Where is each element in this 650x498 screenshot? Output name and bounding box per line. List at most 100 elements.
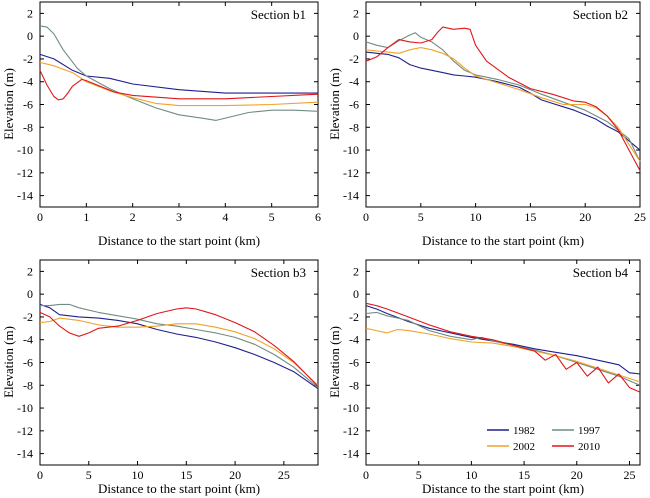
y-tick-label: -10 bbox=[17, 143, 33, 157]
series-line-2002 bbox=[39, 317, 319, 386]
y-axis-label: Elevation (m) bbox=[327, 326, 342, 398]
x-tick-label: 10 bbox=[132, 468, 144, 482]
y-tick-label: -6 bbox=[23, 356, 33, 370]
x-tick-label: 25 bbox=[278, 468, 290, 482]
x-tick-label: 15 bbox=[180, 468, 192, 482]
series-line-1997 bbox=[39, 25, 319, 121]
y-tick-label: -10 bbox=[343, 401, 359, 415]
y-tick-label: -8 bbox=[23, 378, 33, 392]
x-tick-label: 25 bbox=[623, 468, 635, 482]
y-tick-label: -10 bbox=[343, 143, 359, 157]
series-line-2002 bbox=[365, 47, 641, 162]
y-axis-label: Elevation (m) bbox=[1, 326, 16, 398]
x-tick-label: 5 bbox=[269, 210, 275, 224]
section-title: Section b4 bbox=[573, 265, 629, 280]
x-axis-label: Distance to the start point (km) bbox=[98, 481, 260, 496]
x-tick-label: 0 bbox=[37, 468, 43, 482]
y-tick-label: 2 bbox=[353, 6, 359, 20]
y-tick-label: -4 bbox=[23, 333, 33, 347]
series-line-1997 bbox=[365, 311, 641, 386]
series-line-1997 bbox=[365, 32, 641, 162]
y-tick-label: -12 bbox=[17, 166, 33, 180]
legend-label-2002: 2002 bbox=[513, 441, 535, 453]
legend-label-1997: 1997 bbox=[578, 425, 601, 437]
x-tick-label: 0 bbox=[363, 468, 369, 482]
series-line-1982 bbox=[365, 51, 641, 151]
y-tick-label: 2 bbox=[27, 6, 33, 20]
x-tick-label: 15 bbox=[524, 210, 536, 224]
plot-frame bbox=[365, 1, 641, 208]
series-line-2010 bbox=[39, 307, 319, 387]
x-tick-label: 5 bbox=[418, 210, 424, 224]
x-tick-label: 25 bbox=[634, 210, 646, 224]
x-axis-label: Distance to the start point (km) bbox=[98, 233, 260, 248]
y-tick-label: -12 bbox=[343, 424, 359, 438]
y-tick-label: -14 bbox=[343, 189, 359, 203]
y-tick-label: -12 bbox=[343, 166, 359, 180]
y-tick-label: -2 bbox=[349, 52, 359, 66]
x-tick-label: 0 bbox=[37, 210, 43, 224]
x-tick-label: 20 bbox=[571, 468, 583, 482]
y-tick-label: -12 bbox=[17, 424, 33, 438]
x-axis-label: Distance to the start point (km) bbox=[422, 481, 584, 496]
series-line-1982 bbox=[39, 303, 319, 390]
section-title: Section b3 bbox=[251, 265, 306, 280]
section-title: Section b2 bbox=[573, 7, 628, 22]
y-tick-label: -2 bbox=[23, 310, 33, 324]
y-tick-label: -10 bbox=[17, 401, 33, 415]
y-axis-label: Elevation (m) bbox=[1, 68, 16, 140]
legend: 1982 1997 2002 2010 bbox=[487, 425, 601, 453]
chart-panel-1: 0 1 2 3 4 5 6 2 0 -2 -4 -6 -8 -10 -12 -14 Distance to th… bbox=[1, 1, 321, 248]
x-tick-label: 10 bbox=[470, 210, 482, 224]
series-line-2010 bbox=[39, 70, 319, 101]
series-line-1982 bbox=[365, 305, 641, 375]
x-tick-label: 2 bbox=[130, 210, 136, 224]
y-tick-label: 0 bbox=[353, 29, 359, 43]
y-tick-label: 0 bbox=[353, 287, 359, 301]
x-tick-label: 4 bbox=[222, 210, 228, 224]
x-tick-label: 1 bbox=[83, 210, 89, 224]
y-tick-label: -2 bbox=[23, 52, 33, 66]
y-tick-label: -4 bbox=[349, 75, 359, 89]
x-tick-label: 0 bbox=[363, 210, 369, 224]
y-tick-label: -4 bbox=[349, 333, 359, 347]
series-line-1997 bbox=[40, 303, 319, 389]
section-title: Section b1 bbox=[251, 7, 306, 22]
x-tick-label: 6 bbox=[315, 210, 321, 224]
legend-label-1982: 1982 bbox=[513, 425, 535, 437]
y-tick-label: -14 bbox=[343, 447, 359, 461]
y-tick-label: -14 bbox=[17, 189, 33, 203]
y-tick-label: 2 bbox=[27, 264, 33, 278]
x-tick-label: 10 bbox=[465, 468, 477, 482]
series-line-2010 bbox=[365, 302, 641, 393]
x-tick-label: 15 bbox=[518, 468, 530, 482]
y-tick-label: -4 bbox=[23, 75, 33, 89]
y-tick-label: -8 bbox=[349, 378, 359, 392]
series-line-2002 bbox=[39, 61, 319, 107]
y-tick-label: 0 bbox=[27, 287, 33, 301]
x-tick-label: 5 bbox=[416, 468, 422, 482]
series-line-2002 bbox=[365, 327, 641, 383]
x-axis-label: Distance to the start point (km) bbox=[422, 233, 584, 248]
y-tick-label: -8 bbox=[349, 120, 359, 134]
x-tick-label: 20 bbox=[229, 468, 241, 482]
x-tick-label: 20 bbox=[579, 210, 591, 224]
x-tick-label: 5 bbox=[86, 468, 92, 482]
y-tick-label: -6 bbox=[349, 356, 359, 370]
y-tick-label: -8 bbox=[23, 120, 33, 134]
y-tick-label: -6 bbox=[23, 98, 33, 112]
y-axis-label: Elevation (m) bbox=[327, 68, 342, 140]
x-tick-label: 3 bbox=[176, 210, 182, 224]
y-tick-label: 2 bbox=[353, 264, 359, 278]
y-tick-label: -2 bbox=[349, 310, 359, 324]
y-tick-label: -6 bbox=[349, 98, 359, 112]
legend-label-2010: 2010 bbox=[578, 441, 601, 453]
series-line-2010 bbox=[365, 26, 641, 171]
plot-frame bbox=[39, 259, 319, 466]
series-line-1982 bbox=[39, 53, 318, 94]
y-tick-label: -14 bbox=[17, 447, 33, 461]
